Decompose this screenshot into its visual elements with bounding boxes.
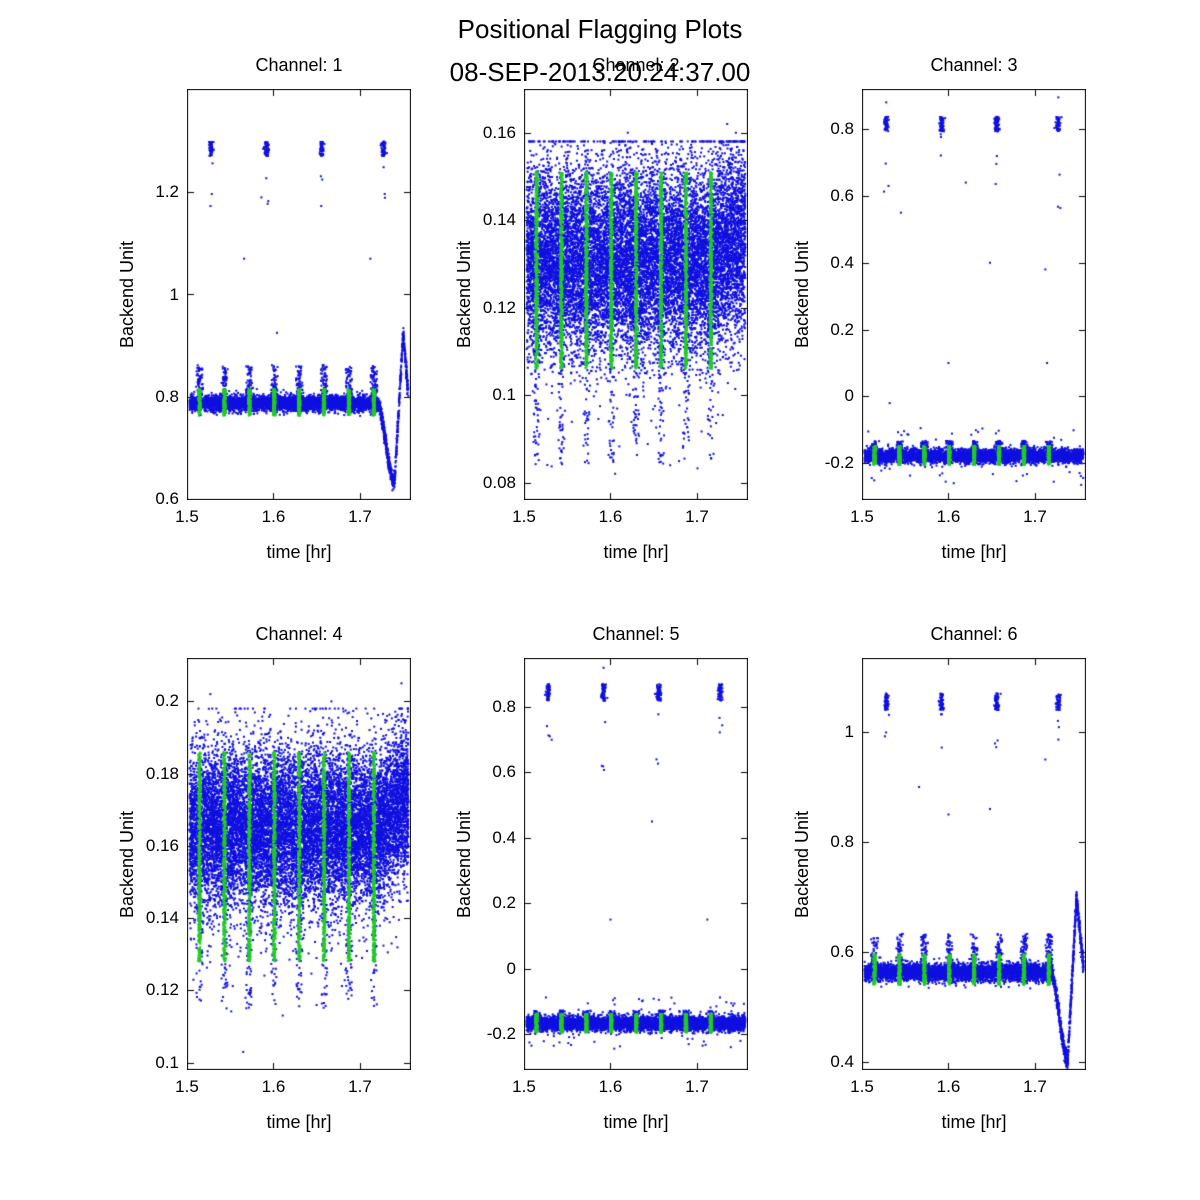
subplot-channel-4: Channel: 4 Backend Unit time [hr] 1.5 1.6… (118, 624, 411, 1132)
y-tick-label: 0.2 (155, 691, 179, 711)
x-axis-label: time [hr] (603, 542, 669, 562)
y-tick-label: 0 (506, 958, 516, 978)
subplot-title: Channel: 3 (930, 55, 1018, 75)
y-tick-label: 0.18 (145, 763, 179, 783)
y-tick-label: 0.8 (830, 831, 854, 851)
x-tick-label: 1.5 (175, 1077, 199, 1096)
y-tick-label: 0.4 (830, 1052, 854, 1072)
x-tick-label: 1.6 (936, 1077, 961, 1096)
x-axis-label: time [hr] (941, 542, 1007, 562)
x-tick-label: 1.7 (685, 507, 709, 526)
y-tick-label: 0.6 (492, 762, 516, 782)
y-tick-label: 0.1 (492, 385, 516, 405)
x-tick-label: 1.5 (512, 1077, 536, 1096)
y-tick-label: 0.4 (492, 827, 516, 847)
y-tick-label: 0.12 (145, 980, 179, 1000)
subplot-channel-6: Channel: 6 Backend Unit time [hr] 1.5 1.6… (793, 624, 1086, 1132)
x-tick-label: 1.5 (175, 507, 199, 526)
subplot-title: Channel: 5 (592, 624, 680, 644)
y-tick-label: -0.2 (824, 453, 854, 473)
y-tick-label: 1.2 (155, 182, 179, 202)
y-tick-label: 0.14 (145, 908, 179, 928)
scatter-plot-canvas (524, 658, 748, 1070)
subplot-channel-3: Channel: 3 Backend Unit time [hr] 1.5 1.6… (793, 55, 1086, 562)
y-tick-label: 0.6 (155, 488, 179, 508)
x-tick-label: 1.6 (598, 1077, 623, 1096)
y-tick-label: 0.16 (145, 835, 179, 855)
x-tick-label: 1.5 (850, 507, 874, 526)
subplot-title: Channel: 2 (592, 55, 680, 75)
y-tick-label: 0.8 (830, 119, 854, 139)
x-tick-label: 1.7 (348, 1077, 372, 1096)
x-tick-label: 1.7 (685, 1077, 709, 1096)
y-axis-label: Backend Unit (117, 658, 139, 1070)
y-tick-label: 1 (844, 721, 854, 741)
figure-timestamp: 08-SEP-2013.20.24:37.00 (449, 57, 751, 87)
subplot-channel-5: Channel: 5 Backend Unit time [hr] 1.5 1.6… (455, 624, 748, 1132)
x-tick-label: 1.7 (348, 507, 372, 526)
y-tick-label: 0.8 (155, 386, 179, 406)
subplot-title: Channel: 1 (255, 55, 343, 75)
subplot-channel-1: Channel: 1 Backend Unit time [hr] 1.5 1.6… (118, 55, 411, 562)
scatter-plot-canvas (862, 89, 1086, 500)
y-tick-label: 0.12 (482, 297, 516, 317)
y-axis-label-text: Backend Unit (792, 810, 813, 918)
x-axis-label: time [hr] (941, 1112, 1007, 1132)
scatter-plot-canvas (187, 89, 411, 500)
y-tick-label: 0.14 (482, 210, 516, 230)
y-tick-label: -0.2 (486, 1024, 516, 1044)
y-tick-label: 0.08 (482, 472, 516, 492)
y-tick-label: 0.4 (830, 252, 854, 272)
y-tick-label: 0.6 (830, 185, 854, 205)
y-tick-label: 0.6 (830, 942, 854, 961)
x-axis-label: time [hr] (266, 542, 332, 562)
x-tick-label: 1.6 (936, 507, 961, 526)
y-axis-label: Backend Unit (454, 89, 476, 500)
scatter-plot-canvas (187, 658, 411, 1070)
x-tick-label: 1.5 (850, 1077, 874, 1096)
y-tick-label: 0.1 (155, 1052, 179, 1072)
subplot-title: Channel: 4 (255, 624, 343, 644)
y-axis-label-text: Backend Unit (454, 240, 475, 349)
y-tick-label: 0.8 (492, 697, 516, 717)
subplot-title: Channel: 6 (930, 624, 1018, 644)
x-tick-label: 1.7 (1023, 507, 1047, 526)
x-tick-label: 1.6 (261, 507, 286, 526)
x-tick-label: 1.7 (1023, 1077, 1047, 1096)
x-tick-label: 1.6 (261, 1077, 286, 1096)
x-axis-label: time [hr] (603, 1112, 669, 1132)
subplot-channel-2: Channel: 2 Backend Unit time [hr] 1.5 1.6… (455, 55, 748, 562)
x-tick-label: 1.6 (598, 507, 623, 526)
scatter-plot-canvas (524, 89, 748, 500)
x-tick-label: 1.5 (512, 507, 536, 526)
y-tick-label: 0 (844, 386, 854, 406)
y-tick-label: 0.2 (830, 319, 854, 339)
figure-title: Positional Flagging Plots (457, 14, 743, 44)
y-axis-label: Backend Unit (454, 658, 476, 1070)
y-axis-label: Backend Unit (792, 89, 814, 500)
y-tick-label: 1 (169, 284, 179, 304)
x-axis-label: time [hr] (266, 1112, 332, 1132)
y-tick-label: 0.2 (492, 893, 516, 913)
y-tick-label: 0.16 (482, 122, 516, 142)
y-axis-label: Backend Unit (792, 658, 814, 1070)
y-axis-label-text: Backend Unit (117, 810, 138, 918)
scatter-plot-canvas (862, 658, 1086, 1070)
